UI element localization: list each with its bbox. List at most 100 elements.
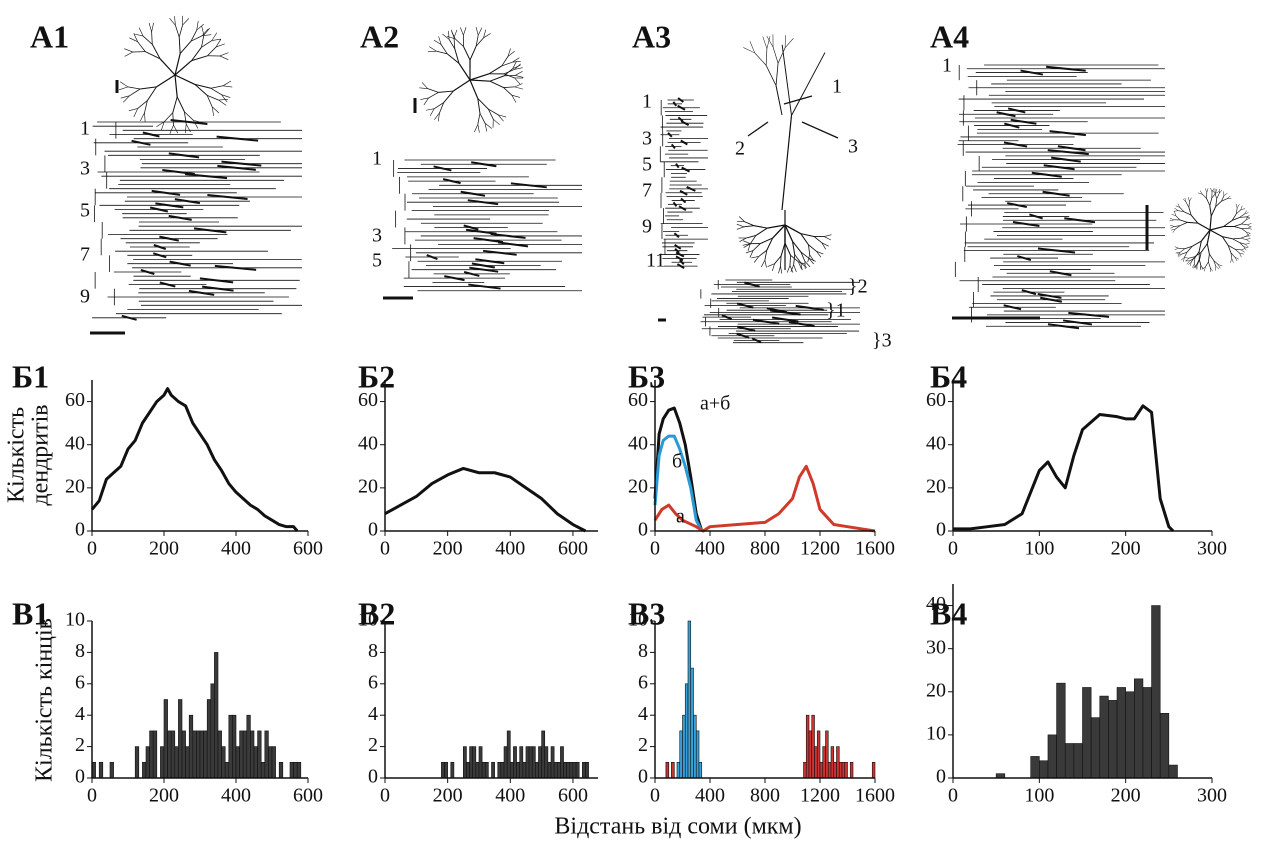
bar	[819, 761, 824, 779]
sketch-line	[214, 264, 257, 271]
bar	[572, 761, 577, 779]
sketch-line	[764, 250, 768, 261]
bar	[816, 730, 821, 779]
sketch-line	[503, 86, 515, 88]
sketch-line	[1209, 229, 1223, 238]
sketch-line	[1231, 217, 1240, 221]
sketch-line	[194, 83, 212, 89]
sketch-line	[1215, 265, 1220, 270]
bar	[257, 730, 262, 779]
sketch-line	[1192, 240, 1202, 247]
sketch-line	[169, 260, 191, 267]
sketch-line	[503, 87, 513, 96]
sketch-line	[772, 224, 786, 239]
sketch-line	[1174, 225, 1181, 227]
sketch-line	[1186, 260, 1190, 265]
sketch-line	[142, 131, 160, 138]
sketch-line	[173, 124, 179, 134]
sketch-line	[1177, 203, 1181, 208]
sketch-line	[784, 242, 792, 256]
x-axis-label: Відстань від соми (мкм)	[554, 814, 801, 840]
sketch-line	[1217, 264, 1221, 269]
bar	[1168, 764, 1178, 779]
sketch-line	[1209, 205, 1212, 217]
sketch-line	[151, 44, 161, 60]
sketch-line	[672, 201, 678, 207]
x-tick-label: 0	[650, 538, 660, 560]
sketch-line	[512, 61, 517, 69]
bar	[808, 730, 813, 779]
series-label: а	[676, 506, 685, 528]
sketch-line	[1187, 221, 1198, 224]
sketch-line	[1179, 219, 1188, 223]
bar	[836, 746, 840, 779]
sketch-line	[1004, 122, 1020, 129]
bar	[849, 761, 854, 779]
sketch-line	[1215, 200, 1222, 207]
sketch-line	[752, 318, 780, 325]
sketch-line	[774, 255, 782, 264]
sketch-line	[211, 38, 222, 41]
sketch-line	[446, 53, 460, 64]
sketch-line	[743, 47, 755, 54]
sketch-line	[223, 85, 233, 88]
sketch-line	[1206, 229, 1211, 244]
data-line	[384, 466, 587, 533]
sketch-line	[156, 121, 165, 127]
sketch-line	[1209, 253, 1215, 261]
bar	[671, 761, 675, 779]
panel-label: Б3	[628, 358, 665, 394]
sketch-line	[1206, 243, 1210, 255]
sketch-line	[219, 55, 229, 60]
sketch-line	[1007, 107, 1026, 114]
sketch-line	[766, 35, 774, 48]
sketch-line	[1183, 257, 1185, 262]
y-axis-label: Кількість кінців	[32, 618, 58, 782]
bar	[676, 761, 681, 779]
branch-number: 3	[80, 158, 90, 180]
sketch-line	[1209, 216, 1212, 231]
sketch-line	[772, 263, 775, 272]
y-tick-label: 0	[75, 519, 85, 541]
bar	[569, 761, 574, 779]
sketch-line	[1206, 188, 1209, 193]
sketch-line	[497, 114, 504, 122]
sketch-line	[1239, 252, 1242, 258]
sketch-line	[678, 259, 685, 265]
sketch-line	[1245, 217, 1250, 221]
sketch-line	[1235, 203, 1238, 209]
sketch-line	[1239, 242, 1246, 245]
sketch-line	[123, 95, 130, 103]
bar	[472, 746, 477, 779]
sketch-line	[484, 123, 488, 132]
sketch-line	[677, 104, 686, 111]
bar	[484, 761, 489, 779]
sketch-line	[1226, 195, 1231, 199]
sketch-line	[1231, 258, 1234, 263]
sketch-line	[477, 113, 481, 125]
sketch-line	[788, 321, 815, 328]
sketch-line	[1209, 225, 1224, 231]
sketch-line	[1010, 118, 1037, 125]
sketch-line	[823, 236, 832, 241]
sketch-line	[1204, 266, 1206, 272]
bar	[481, 761, 486, 779]
sketch-line	[1017, 255, 1032, 262]
sketch-line	[436, 50, 448, 55]
sketch-line	[816, 251, 822, 258]
sketch-line	[1227, 245, 1236, 250]
x-tick-label: 200	[1111, 538, 1141, 560]
sketch-line	[1174, 246, 1179, 249]
sketch-line	[1201, 266, 1206, 270]
sketch-line	[503, 73, 515, 79]
bar	[174, 746, 179, 779]
sketch-line	[677, 97, 684, 103]
sketch-line	[425, 108, 435, 111]
sketch-line	[219, 52, 229, 57]
branch-number: 9	[80, 286, 90, 308]
x-tick-label: 400	[695, 785, 725, 807]
sketch-line	[1241, 219, 1247, 225]
sketch-line	[1178, 253, 1182, 258]
y-tick-label: 10	[358, 609, 378, 631]
x-tick-label: 100	[1024, 785, 1054, 807]
